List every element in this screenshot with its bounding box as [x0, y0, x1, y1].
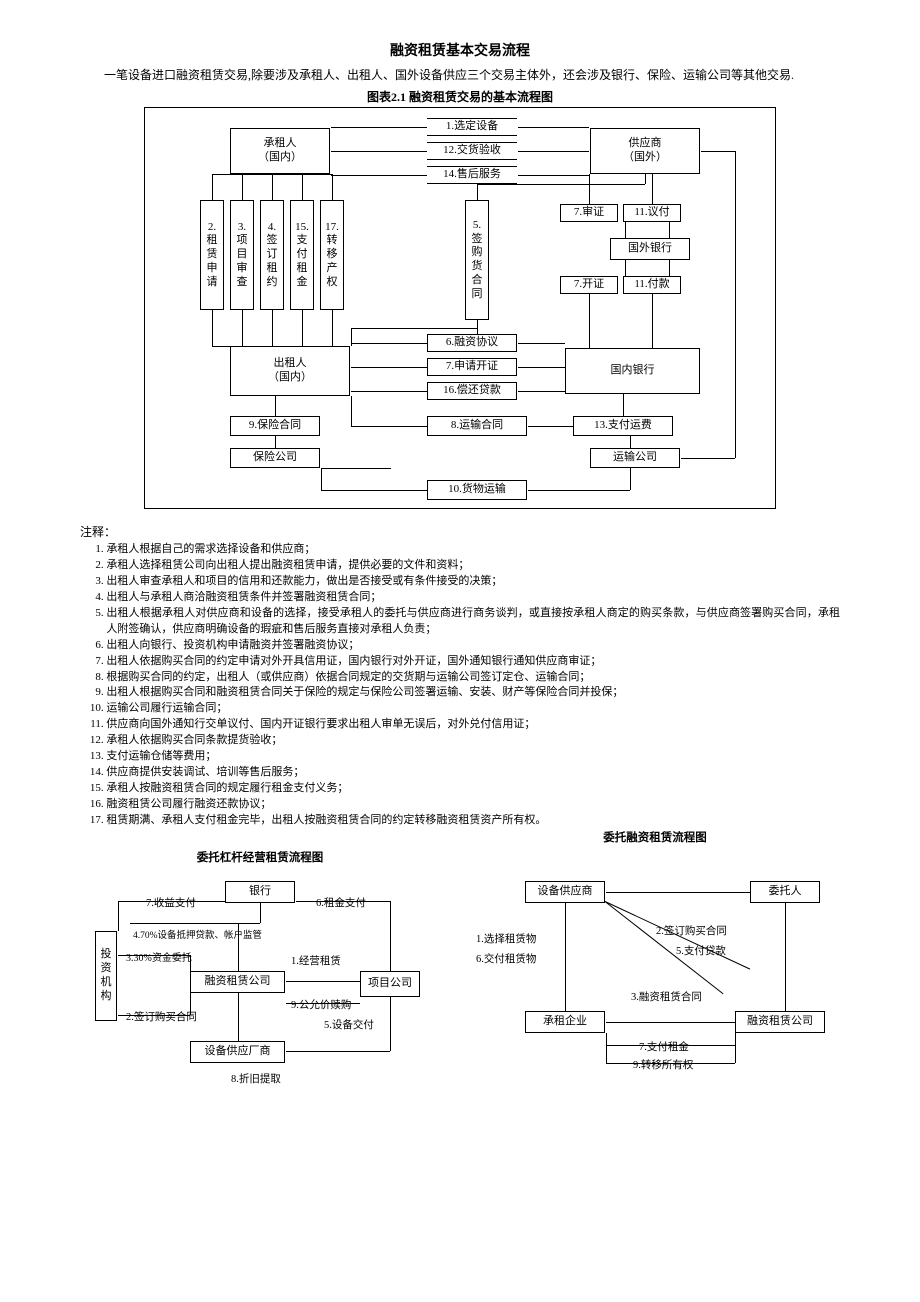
node-bank: 银行: [225, 881, 295, 903]
note-item: 承租人依据购买合同条款提货验收；: [106, 733, 840, 749]
edge-shipping-contract: 8.运输合同: [427, 416, 527, 436]
note-item: 承租人选择租赁公司向出租人提出融资租赁申请，提供必要的文件和资料；: [106, 558, 840, 574]
note-item: 根据购买合同的约定，出租人（或供应商）依据合同规定的交货期与运输公司签订定仓、运…: [106, 670, 840, 686]
note-item: 支付运输仓储等费用；: [106, 749, 840, 765]
edge-pay-rent: 15.支付租金: [290, 200, 314, 310]
edge-open-lc: 7.开证: [560, 276, 618, 294]
lower-diagrams: 委托杠杆经营租赁流程图 银行 投资机构 融资租赁公司 项目公司 设备供应厂商 7…: [80, 849, 840, 1091]
node-insurer: 保险公司: [230, 448, 320, 468]
document-page: 融资租赁基本交易流程 一笔设备进口融资租赁交易,除要涉及承租人、出租人、国外设备…: [0, 0, 920, 1131]
edge-select-goods: 1.选择租赁物: [475, 931, 537, 946]
note-item: 出租人与承租人商洽融资租赁条件并签署融资租赁合同；: [106, 590, 840, 606]
flowchart-entrust: 设备供应商 委托人 承租企业 融资租赁公司 1.选择租赁物 6.交付租赁物 2.…: [470, 871, 840, 1091]
note-item: 承租人按融资租赁合同的规定履行租金支付义务；: [106, 781, 840, 797]
edge-sign-lease: 4.签订租约: [260, 200, 284, 310]
note-item: 出租人审查承租人和项目的信用和还款能力，做出是否接受或有条件接受的决策；: [106, 574, 840, 590]
note-item: 租赁期满、承租人支付租金完毕，出租人按融资租赁合同的约定转移融资租赁资产所有权。: [106, 813, 840, 829]
doc-intro: 一笔设备进口融资租赁交易,除要涉及承租人、出租人、国外设备供应三个交易主体外，还…: [80, 66, 840, 84]
note-item: 承租人根据自己的需求选择设备和供应商；: [106, 542, 840, 558]
flowchart-leverage: 银行 投资机构 融资租赁公司 项目公司 设备供应厂商 7.收益支付 6.租金支付…: [90, 871, 430, 1091]
edge-lease-apply: 2.租赁申请: [200, 200, 224, 310]
edge-income-pay: 7.收益支付: [145, 895, 197, 910]
note-item: 运输公司履行运输合同；: [106, 701, 840, 717]
leverage-lease-section: 委托杠杆经营租赁流程图 银行 投资机构 融资租赁公司 项目公司 设备供应厂商 7…: [80, 849, 440, 1091]
node-equipment-supplier: 设备供应厂商: [190, 1041, 285, 1063]
edge-financing-agree: 6.融资协议: [427, 334, 517, 352]
note-item: 出租人根据承租人对供应商和设备的选择，接受承租人的委托与供应商进行商务谈判，或直…: [106, 606, 840, 638]
leverage-caption: 委托杠杆经营租赁流程图: [80, 849, 440, 865]
edge-depreciation: 8.折旧提取: [230, 1071, 282, 1086]
figure-caption: 图表2.1 融资租赁交易的基本流程图: [80, 88, 840, 105]
notes-section: 注释： 承租人根据自己的需求选择设备和供应商； 承租人选择租赁公司向出租人提出融…: [80, 523, 840, 829]
entrust-lease-section: 委托融资租赁流程图 设备供应商 委托人 承租企业 融资租赁公司 1.选择租赁物 …: [470, 849, 840, 1091]
edge-equip-deliver: 5.设备交付: [323, 1017, 375, 1032]
edge-negotiate-pay: 11.议付: [623, 204, 681, 222]
notes-list: 承租人根据自己的需求选择设备和供应商； 承租人选择租赁公司向出租人提出融资租赁申…: [80, 542, 840, 829]
edge-deliver-goods: 6.交付租赁物: [475, 951, 537, 966]
edge-rent-pay: 6.租金支付: [315, 895, 367, 910]
note-item: 供应商提供安装调试、培训等售后服务；: [106, 765, 840, 781]
node-lessor: 出租人（国内）: [230, 346, 350, 396]
flowchart-main: 承租人（国内） 供应商（国外） 1.选定设备 12.交货验收 14.售后服务 2…: [144, 107, 776, 509]
node-invest: 投资机构: [95, 931, 117, 1021]
note-item: 出租人根据购买合同和融资租赁合同关于保险的规定与保险公司签署运输、安装、财产等保…: [106, 685, 840, 701]
edge-operating-lease: 1.经营租赁: [290, 953, 342, 968]
edge-transfer-own2: 9.转移所有权: [632, 1057, 694, 1072]
edge-insurance-contract: 9.保险合同: [230, 416, 320, 436]
edge-goods-transport: 10.货物运输: [427, 480, 527, 500]
edge-sign-purchase: 5.签购货合同: [465, 200, 489, 320]
node-supplier2: 设备供应商: [525, 881, 605, 903]
edge-aftersale: 14.售后服务: [427, 166, 517, 184]
edge-payment: 11.付款: [623, 276, 681, 294]
node-trustor: 委托人: [750, 881, 820, 903]
node-project: 项目公司: [360, 971, 420, 997]
node-supplier: 供应商（国外）: [590, 128, 700, 174]
node-leaseco2: 融资租赁公司: [735, 1011, 825, 1033]
node-domestic-bank: 国内银行: [565, 348, 700, 394]
edge-transfer-ownership: 17.转移产权: [320, 200, 344, 310]
node-lessee: 承租人（国内）: [230, 128, 330, 174]
edge-finance-lease-contract: 3.融资租赁合同: [630, 989, 703, 1004]
node-lessee2: 承租企业: [525, 1011, 605, 1033]
edge-fair-value: 9.公允价赎购: [290, 997, 352, 1012]
edge-delivery-accept: 12.交货验收: [427, 142, 517, 160]
note-item: 融资租赁公司履行融资还款协议；: [106, 797, 840, 813]
edge-sign-purchase2: 2.签订购买合同: [125, 1009, 198, 1024]
notes-heading: 注释：: [80, 523, 840, 540]
edge-repay-loan: 16.偿还贷款: [427, 382, 517, 400]
edge-apply-lc: 7.申请开证: [427, 358, 517, 376]
edge-verify-lc: 7.审证: [560, 204, 618, 222]
note-item: 供应商向国外通知行交单议付、国内开证银行要求出租人审单无误后，对外兑付信用证；: [106, 717, 840, 733]
node-foreign-bank: 国外银行: [610, 238, 690, 260]
edge-30-entrust: 3.30%资金委托: [125, 949, 193, 964]
entrust-caption: 委托融资租赁流程图: [470, 829, 840, 845]
note-item: 出租人向银行、投资机构申请融资并签署融资协议；: [106, 638, 840, 654]
edge-70-loan: 4.70%设备抵押贷款、帐户监管: [132, 927, 263, 941]
edge-select-equipment: 1.选定设备: [427, 118, 517, 136]
doc-title: 融资租赁基本交易流程: [80, 40, 840, 60]
edge-pay-rent2: 7.支付租金: [638, 1039, 690, 1054]
edge-project-review: 3.项目审查: [230, 200, 254, 310]
node-shipper: 运输公司: [590, 448, 680, 468]
node-leaseco: 融资租赁公司: [190, 971, 285, 993]
edge-pay-freight: 13.支付运费: [573, 416, 673, 436]
note-item: 出租人依据购买合同的约定申请对外开具信用证，国内银行对外开证，国外通知银行通知供…: [106, 654, 840, 670]
